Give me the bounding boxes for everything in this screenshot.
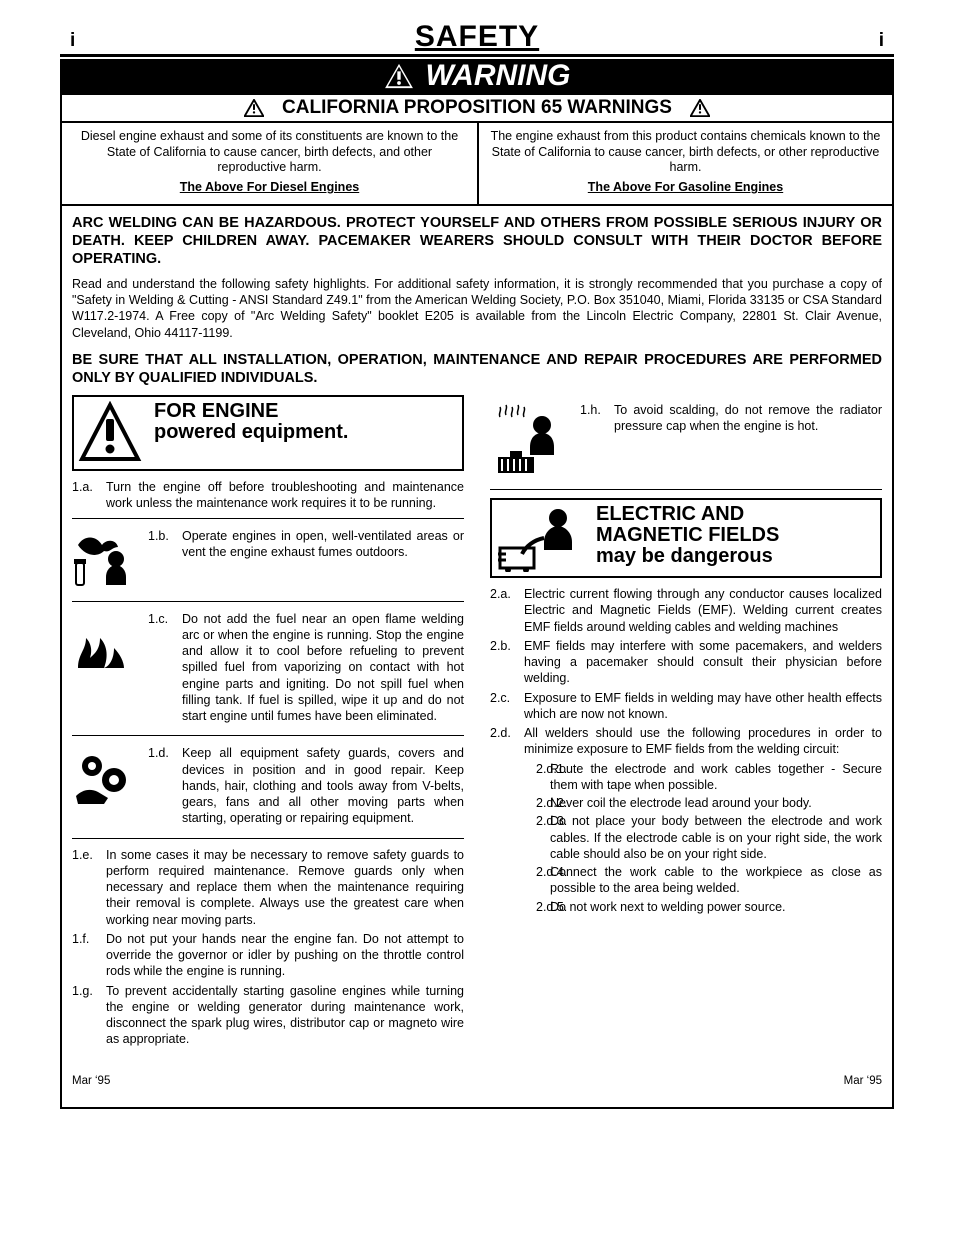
warning-triangle-icon: [384, 63, 414, 89]
item-text: To prevent accidentally starting gasolin…: [106, 983, 464, 1048]
divider: [72, 838, 464, 839]
ca-box-gasoline: The engine exhaust from this product con…: [477, 123, 892, 204]
emf-heading-block: ELECTRIC AND MAGNETIC FIELDS may be dang…: [490, 498, 882, 578]
item-2d: 2.d. All welders should use the followin…: [490, 725, 882, 758]
warning-triangle-icon: [244, 99, 264, 117]
radiator-steam-person-icon: [490, 401, 568, 479]
engine-heading-line1: FOR ENGINE: [154, 401, 348, 422]
page-footer: Mar ‘95 Mar ‘95: [72, 1075, 882, 1087]
divider: [72, 518, 464, 519]
item-text: Turn the engine off before troubleshooti…: [106, 479, 464, 512]
item-text: All welders should use the following pro…: [524, 725, 882, 758]
section-1d: 1.d.Keep all equipment safety guards, co…: [72, 744, 464, 827]
ca-gasoline-text: The engine exhaust from this product con…: [489, 129, 882, 176]
ca-box-diesel: Diesel engine exhaust and some of its co…: [62, 123, 477, 204]
item-2c: 2.c. Exposure to EMF fields in welding m…: [490, 690, 882, 723]
item-text: To avoid scalding, do not remove the rad…: [614, 402, 882, 435]
engine-heading-block: FOR ENGINE powered equipment.: [72, 395, 464, 471]
hazard-warning-paragraph: ARC WELDING CAN BE HAZARDOUS. PROTECT YO…: [72, 214, 882, 268]
page-number-right: i: [879, 30, 884, 52]
item-1a: 1.a. Turn the engine off before troubles…: [72, 479, 464, 512]
item-text: Exposure to EMF fields in welding may ha…: [524, 690, 882, 723]
page-number-left: i: [70, 30, 75, 52]
item-text: Do not add the fuel near an open flame w…: [182, 611, 464, 725]
footer-right: Mar ‘95: [844, 1075, 882, 1087]
divider: [72, 735, 464, 736]
divider: [490, 489, 882, 490]
subitem-2d5: 2.d.5.Do not work next to welding power …: [490, 899, 882, 915]
page-header: i SAFETY i: [60, 20, 894, 57]
warning-triangle-icon: [78, 401, 142, 465]
two-column-layout: FOR ENGINE powered equipment. 1.a. Turn …: [72, 395, 882, 1051]
item-text: Do not put your hands near the engine fa…: [106, 931, 464, 980]
emf-heading-line1: ELECTRIC AND: [596, 504, 779, 525]
left-column: FOR ENGINE powered equipment. 1.a. Turn …: [72, 395, 464, 1051]
item-1f: 1.f. Do not put your hands near the engi…: [72, 931, 464, 980]
section-1b: 1.b.Operate engines in open, well-ventil…: [72, 527, 464, 591]
safety-standards-paragraph: Read and understand the following safety…: [72, 276, 882, 341]
ca-diesel-text: Diesel engine exhaust and some of its co…: [72, 129, 467, 176]
emf-person-machine-icon: [496, 504, 584, 572]
subitem-2d4: 2.d.4.Connect the work cable to the work…: [490, 864, 882, 897]
section-1c: 1.c.Do not add the fuel near an open fla…: [72, 610, 464, 726]
flames-icon: [72, 610, 136, 674]
item-1g: 1.g. To prevent accidentally starting ga…: [72, 983, 464, 1048]
ca-diesel-footer: The Above For Diesel Engines: [72, 180, 467, 196]
emf-heading-line3: may be dangerous: [596, 546, 779, 567]
right-column: 1.h.To avoid scalding, do not remove the…: [490, 395, 882, 1051]
item-text: Electric current flowing through any con…: [524, 586, 882, 635]
item-text: EMF fields may interfere with some pacem…: [524, 638, 882, 687]
subitem-2d3: 2.d.3.Do not place your body between the…: [490, 813, 882, 862]
subitem-2d2: 2.d.2.Never coil the electrode lead arou…: [490, 795, 882, 811]
ca-prop65-title: CALIFORNIA PROPOSITION 65 WARNINGS: [282, 97, 672, 119]
ca-prop65-boxes: Diesel engine exhaust and some of its co…: [60, 123, 894, 206]
engine-heading-line2: powered equipment.: [154, 422, 348, 443]
page-title: SAFETY: [415, 20, 539, 54]
item-text: Operate engines in open, well-ventilated…: [182, 528, 464, 561]
fumes-person-icon: [72, 527, 136, 591]
ca-gasoline-footer: The Above For Gasoline Engines: [489, 180, 882, 196]
subitem-2d1: 2.d.1.Route the electrode and work cable…: [490, 761, 882, 794]
section-1h: 1.h.To avoid scalding, do not remove the…: [490, 401, 882, 479]
warning-banner: WARNING: [60, 59, 894, 95]
warning-triangle-icon: [690, 99, 710, 117]
ca-prop65-header: CALIFORNIA PROPOSITION 65 WARNINGS: [60, 95, 894, 123]
warning-text: WARNING: [426, 59, 571, 93]
footer-left: Mar ‘95: [72, 1075, 110, 1087]
emf-heading-line2: MAGNETIC FIELDS: [596, 525, 779, 546]
item-1e: 1.e. In some cases it may be necessary t…: [72, 847, 464, 928]
gears-hand-icon: [72, 744, 136, 808]
item-2a: 2.a. Electric current flowing through an…: [490, 586, 882, 635]
item-text: In some cases it may be necessary to rem…: [106, 847, 464, 928]
item-text: Keep all equipment safety guards, covers…: [182, 745, 464, 826]
divider: [72, 601, 464, 602]
item-label: 1.a.: [72, 479, 106, 512]
main-content: ARC WELDING CAN BE HAZARDOUS. PROTECT YO…: [60, 206, 894, 1109]
item-2b: 2.b. EMF fields may interfere with some …: [490, 638, 882, 687]
page: i SAFETY i WARNING CALIFORNIA PROPOSITIO…: [0, 0, 954, 1149]
qualified-individuals-paragraph: BE SURE THAT ALL INSTALLATION, OPERATION…: [72, 351, 882, 387]
